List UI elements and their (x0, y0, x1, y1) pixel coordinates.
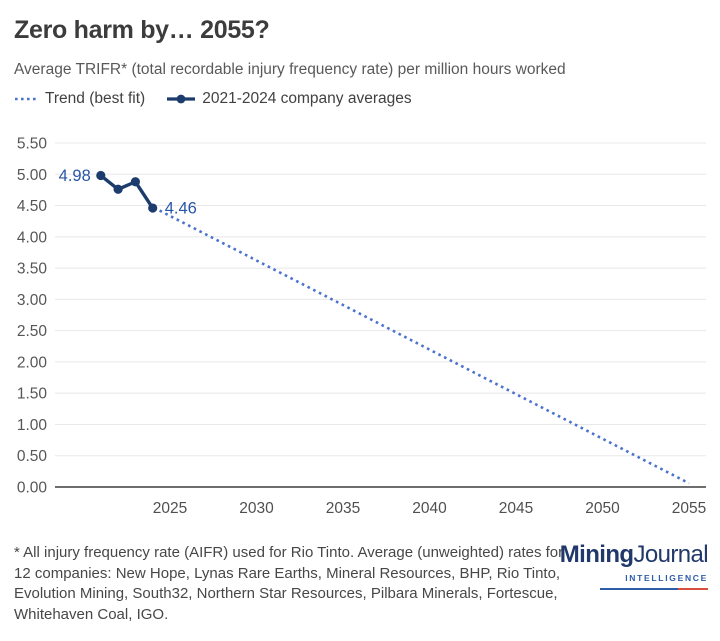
page-title: Zero harm by… 2055? (14, 16, 270, 44)
logo-word-mining: Mining (559, 541, 634, 568)
mining-journal-logo: MiningJournal INTELLIGENCE (559, 541, 709, 590)
y-tick-label: 0.50 (17, 448, 48, 465)
legend-item-averages: 2021-2024 company averages (167, 90, 412, 108)
logo-wordmark: MiningJournal (559, 541, 709, 568)
x-tick-label: 2035 (326, 500, 360, 517)
trifr-line-chart: 5.50 5.00 4.50 4.00 3.50 3.00 2.50 2.00 1.50 1.00… (0, 130, 720, 520)
x-tick-label: 2025 (153, 500, 187, 517)
chart-subtitle: Average TRIFR* (total recordable injury … (14, 61, 566, 78)
data-point-marker (130, 177, 140, 187)
y-tick-label: 3.00 (17, 292, 48, 309)
x-tick-label: 2055 (672, 500, 706, 517)
chart-legend: Trend (best fit) 2021-2024 company avera… (14, 90, 412, 108)
legend-item-label: 2021-2024 company averages (202, 90, 412, 107)
logo-word-journal: Journal (633, 541, 708, 568)
y-tick-label: 5.00 (17, 167, 48, 184)
y-tick-label: 1.00 (17, 417, 48, 434)
y-tick-label: 4.00 (17, 229, 48, 246)
y-tick-label: 2.00 (17, 354, 48, 371)
chart-canvas: 5.50 5.00 4.50 4.00 3.50 3.00 2.50 2.00 1.50 1.00… (17, 136, 706, 518)
y-tick-label: 5.50 (17, 136, 48, 153)
line-marker-icon (167, 92, 196, 106)
x-tick-label: 2030 (239, 500, 274, 517)
y-tick-label: 0.00 (17, 480, 48, 497)
x-tick-label: 2045 (499, 500, 533, 517)
series-line (99, 174, 155, 209)
data-point-label: 4.46 (165, 200, 197, 218)
trend-line (159, 209, 690, 485)
y-tick-label: 4.50 (17, 198, 48, 215)
data-point-label: 4.98 (59, 167, 91, 185)
dotted-line-icon (14, 93, 38, 105)
y-tick-label: 1.50 (17, 386, 48, 403)
data-point-marker (113, 184, 123, 194)
y-tick-label: 2.50 (17, 323, 48, 340)
logo-underline (600, 588, 708, 590)
x-tick-label: 2050 (585, 500, 620, 517)
x-tick-label: 2040 (412, 500, 447, 517)
logo-tagline: INTELLIGENCE (625, 573, 708, 583)
legend-item-label: Trend (best fit) (45, 90, 146, 107)
legend-item-trend: Trend (best fit) (14, 90, 145, 108)
data-point-marker (96, 170, 106, 181)
data-point-marker (148, 203, 158, 213)
footnote-text: * All injury frequency rate (AIFR) used … (14, 544, 564, 623)
y-tick-label: 3.50 (17, 261, 48, 278)
